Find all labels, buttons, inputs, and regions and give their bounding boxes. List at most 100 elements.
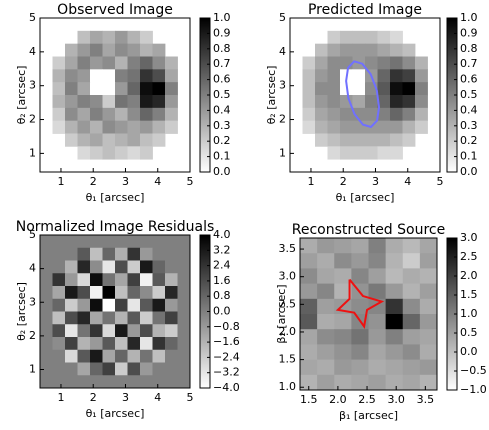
pixel xyxy=(102,324,116,338)
pixel xyxy=(352,30,366,45)
pixel xyxy=(90,30,103,45)
pixel xyxy=(77,286,91,300)
pixel xyxy=(302,56,316,70)
pixel xyxy=(302,82,316,96)
pixel xyxy=(40,337,53,351)
y-tick-label: 3 xyxy=(279,79,286,92)
pixel xyxy=(177,235,191,249)
pixel xyxy=(165,375,178,389)
pixel xyxy=(115,362,128,376)
x-tick-label: 2.0 xyxy=(329,393,347,406)
pixel xyxy=(177,260,191,274)
pixel xyxy=(377,133,391,147)
pixel xyxy=(334,329,352,345)
colorbar-tick-label: 0.4 xyxy=(460,103,478,116)
colorbar-tick-label: 2.4 xyxy=(213,259,231,272)
pixel xyxy=(40,247,53,261)
pixel xyxy=(77,362,91,376)
colorbar-tick-label: −3.2 xyxy=(213,366,240,379)
x-tick-label: 5 xyxy=(187,175,194,188)
pixel xyxy=(152,247,166,261)
pixel xyxy=(90,286,103,300)
y-tick-label: 5 xyxy=(29,228,36,241)
pixel xyxy=(390,146,403,160)
pixel xyxy=(340,146,353,160)
pixel xyxy=(302,120,316,134)
y-tick-label: 2 xyxy=(29,329,36,342)
pixel xyxy=(334,344,352,360)
pixel xyxy=(177,324,191,338)
pixel xyxy=(165,95,178,109)
pixel xyxy=(368,314,387,330)
pixel xyxy=(90,82,103,96)
pixel xyxy=(102,375,116,389)
pixel xyxy=(177,375,191,389)
pixel xyxy=(77,107,91,122)
pixel xyxy=(127,133,141,147)
pixel xyxy=(317,298,335,315)
pixel xyxy=(317,283,335,300)
pixel xyxy=(40,324,53,338)
pixel xyxy=(65,286,78,300)
pixel xyxy=(152,324,166,338)
pixel xyxy=(327,56,341,70)
pixel xyxy=(65,298,78,312)
pixel xyxy=(300,329,318,345)
pixel xyxy=(102,146,116,160)
pixel xyxy=(352,43,366,57)
x-tick-label: 2 xyxy=(340,175,347,188)
pixel xyxy=(385,374,404,391)
pixel xyxy=(40,349,53,363)
pixel xyxy=(52,260,66,274)
pixel xyxy=(419,359,438,376)
pixel xyxy=(127,30,141,45)
pixel xyxy=(415,56,428,70)
pixel xyxy=(377,82,391,96)
pixel xyxy=(377,107,391,122)
pixel xyxy=(368,238,387,254)
pixel xyxy=(317,344,335,360)
pixel xyxy=(90,56,103,70)
axes-frame xyxy=(39,234,191,389)
colorbar-tick-label: 0.2 xyxy=(213,134,231,147)
x-tick-label: 4 xyxy=(154,175,161,188)
x-tick-label: 3.0 xyxy=(387,393,405,406)
pixel xyxy=(90,375,103,389)
pixel xyxy=(115,235,128,249)
pixel xyxy=(365,43,378,57)
pixel xyxy=(140,324,153,338)
pixel xyxy=(402,56,416,70)
x-axis-label: β₁ [arcsec] xyxy=(339,409,398,422)
pixel xyxy=(115,260,128,274)
pixel xyxy=(52,375,66,389)
pixel xyxy=(351,238,369,254)
pixel xyxy=(77,375,91,389)
pixel xyxy=(352,82,366,96)
pixel xyxy=(368,329,387,345)
x-tick-label: 3.5 xyxy=(417,393,435,406)
y-tick-label: 1 xyxy=(29,363,36,376)
pixel xyxy=(52,82,66,96)
x-tick-label: 3 xyxy=(122,175,129,188)
pixel xyxy=(390,82,403,96)
pixel xyxy=(317,253,335,269)
y-tick-label: 2.5 xyxy=(279,297,297,310)
pixel xyxy=(315,95,328,109)
pixel xyxy=(102,133,116,147)
pixel xyxy=(385,253,404,269)
x-tick-label: 1.5 xyxy=(300,393,318,406)
pixel xyxy=(102,247,116,261)
pixel xyxy=(327,43,341,57)
pixel xyxy=(402,268,421,284)
pixel xyxy=(115,43,128,57)
pixel xyxy=(127,375,141,389)
pixel xyxy=(140,247,153,261)
pixel xyxy=(40,311,53,325)
pixel xyxy=(402,314,421,330)
pixel xyxy=(385,238,404,254)
pixel xyxy=(77,120,91,134)
pixel xyxy=(385,359,404,376)
pixel xyxy=(40,375,53,389)
pixel xyxy=(300,374,318,391)
panel-title: Predicted Image xyxy=(308,2,422,18)
